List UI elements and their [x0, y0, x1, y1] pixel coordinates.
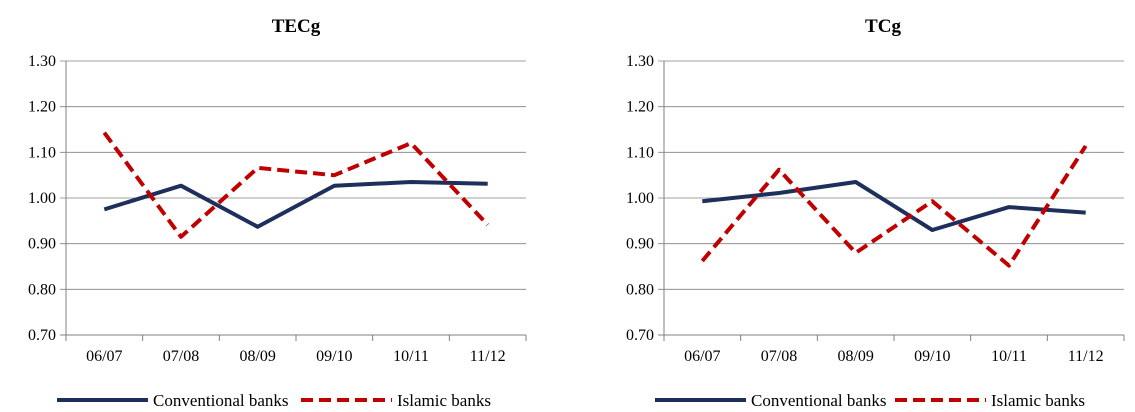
chart-title: TECg	[272, 16, 321, 37]
y-tick-label: 1.10	[28, 144, 56, 161]
legend-label-islamic: Islamic banks	[991, 391, 1085, 410]
x-tick-label: 10/11	[991, 348, 1027, 365]
series-line-conventional	[103, 180, 488, 229]
y-tick-label: 0.90	[28, 236, 56, 253]
legend-label-conventional: Conventional banks	[751, 391, 887, 410]
y-tick-label: 1.20	[28, 99, 56, 116]
y-tick-label: 1.30	[626, 53, 654, 70]
y-tick-label: 0.80	[626, 281, 654, 298]
x-tick-label: 09/10	[316, 348, 352, 365]
y-tick-label: 1.00	[28, 190, 56, 207]
x-tick-label: 08/09	[239, 348, 275, 365]
x-tick-label: 08/09	[837, 348, 873, 365]
chart-tcg: TCg 0.70 0.80 0.90 1.00 1.10 1.20 1.30 06/07 07/…	[626, 16, 1125, 410]
series-line-islamic	[700, 144, 1088, 268]
x-tick-label: 11/12	[1068, 348, 1104, 365]
y-tick-label: 1.20	[626, 99, 654, 116]
legend-label-islamic: Islamic banks	[397, 391, 491, 410]
x-tick-label: 10/11	[393, 348, 429, 365]
x-tick-label: 06/07	[684, 348, 720, 365]
x-tick-label: 07/08	[163, 348, 199, 365]
legend-label-conventional: Conventional banks	[153, 391, 289, 410]
y-tick-label: 1.00	[626, 190, 654, 207]
legend: Conventional banks Islamic banks	[57, 391, 491, 410]
y-tick-label: 1.10	[626, 144, 654, 161]
x-tick-label: 07/08	[761, 348, 797, 365]
y-tick-label: 0.80	[28, 281, 56, 298]
plot-area: 0.70 0.80 0.90 1.00 1.10 1.20 1.30 06/07 07/08 08…	[28, 53, 527, 365]
series-line-islamic	[102, 131, 490, 239]
x-tick-label: 11/12	[470, 348, 506, 365]
y-tick-label: 0.90	[626, 236, 654, 253]
plot-area: 0.70 0.80 0.90 1.00 1.10 1.20 1.30 06/07 07/08 08…	[626, 53, 1125, 365]
x-tick-label: 09/10	[914, 348, 950, 365]
y-tick-label: 0.70	[28, 327, 56, 344]
series-line-conventional	[702, 180, 1086, 232]
chart-tecg: TECg 0.70 0.80 0.90 1.00 1.10 1.20 1.30 06/07 07…	[28, 16, 527, 410]
x-tick-label: 06/07	[86, 348, 122, 365]
legend: Conventional banks Islamic banks	[655, 391, 1085, 410]
y-tick-label: 1.30	[28, 53, 56, 70]
y-tick-label: 0.70	[626, 327, 654, 344]
chart-title: TCg	[865, 16, 901, 37]
